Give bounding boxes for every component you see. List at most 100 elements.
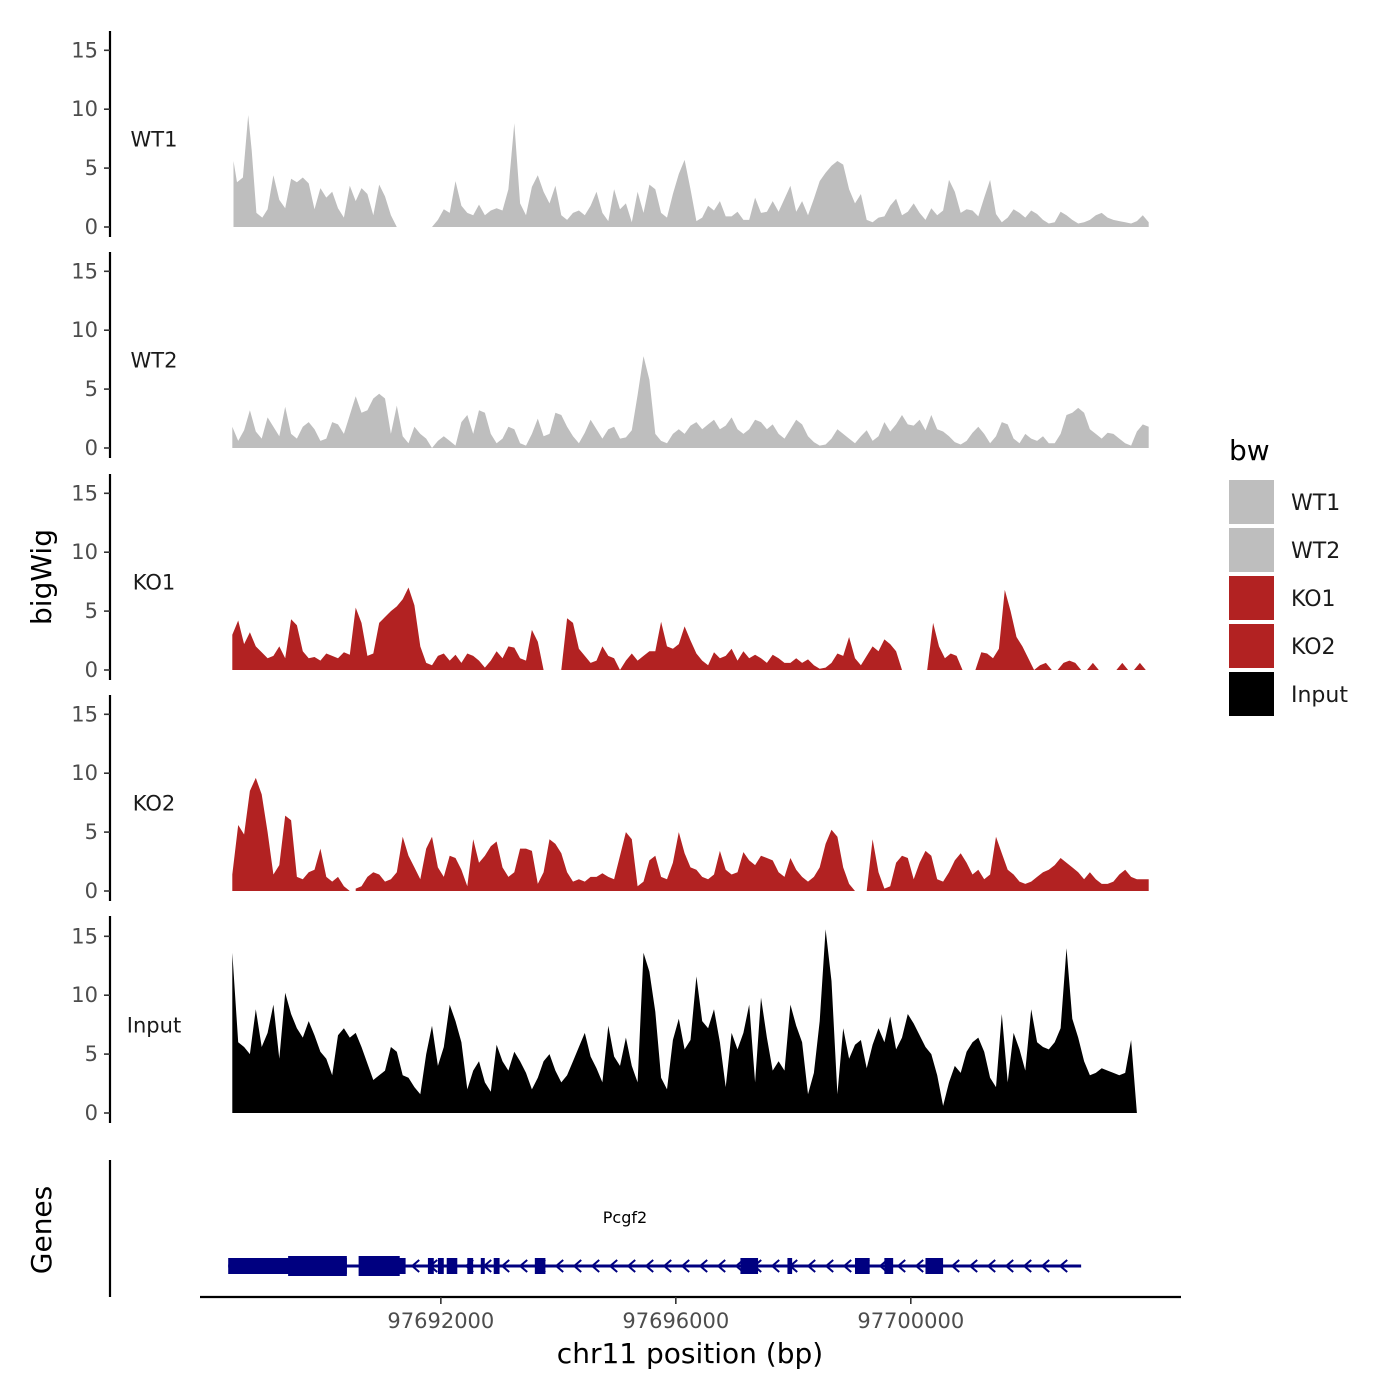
strand-arrow xyxy=(500,1259,510,1273)
coverage-area-wt1 xyxy=(233,115,397,227)
gene-exon xyxy=(446,1258,458,1274)
y-tick-label: 5 xyxy=(85,1042,98,1066)
coverage-area-ko2 xyxy=(866,836,1149,891)
gene-exon xyxy=(787,1258,793,1274)
track-label: WT2 xyxy=(131,349,178,373)
track-ko2: 0 5 10 15 KO2 xyxy=(71,695,1149,903)
strand-arrow xyxy=(770,1259,780,1273)
gene-exon xyxy=(437,1258,444,1274)
gene-exon xyxy=(884,1258,894,1274)
x-axis: 97692000 97696000 97700000 xyxy=(200,1295,1181,1333)
strand-arrow xyxy=(1004,1259,1014,1273)
coverage-area-ko1 xyxy=(927,589,1146,670)
y-tick-label: 10 xyxy=(71,540,98,564)
strand-arrow xyxy=(806,1259,816,1273)
strand-arrow xyxy=(1058,1259,1068,1273)
strand-arrow xyxy=(1022,1259,1032,1273)
legend-key-wt1 xyxy=(1229,480,1274,524)
coverage-area-wt2 xyxy=(232,356,1149,448)
strand-arrow xyxy=(824,1259,834,1273)
track-wt2: 0 5 10 15 WT2 xyxy=(71,252,1149,460)
gene-exon xyxy=(467,1258,474,1274)
coverage-area-ko1 xyxy=(232,587,544,670)
y-tick-label: 0 xyxy=(85,1101,98,1125)
coverage-area-input xyxy=(232,929,1137,1113)
y-tick-label: 15 xyxy=(71,38,98,62)
gene-exon xyxy=(493,1258,500,1274)
gene-exon xyxy=(480,1258,485,1274)
y-tick-label: 5 xyxy=(85,156,98,180)
y-tick-label: 5 xyxy=(85,377,98,401)
genes-axis-title: Genes xyxy=(25,1186,58,1274)
strand-arrow xyxy=(680,1259,690,1273)
strand-arrow xyxy=(572,1259,582,1273)
y-tick-label: 0 xyxy=(85,215,98,239)
strand-arrow xyxy=(842,1259,852,1273)
strand-arrow xyxy=(644,1259,654,1273)
strand-arrow xyxy=(1040,1259,1050,1273)
y-tick-label: 5 xyxy=(85,820,98,844)
track-wt1: 0 5 10 15 WT1 xyxy=(71,31,1149,239)
gene-exon xyxy=(427,1258,434,1274)
track-panels: 0 5 10 15 WT1 0 5 10 15 WT2 0 5 10 15 KO1 0 5 10 15 KO2 0 5 10… xyxy=(71,31,1149,1125)
y-axis-title: bigWig xyxy=(25,529,58,625)
gene-exon xyxy=(925,1258,944,1274)
y-tick-label: 10 xyxy=(71,318,98,342)
x-tick-label: 97692000 xyxy=(387,1309,494,1333)
legend-label-input: Input xyxy=(1291,683,1348,708)
strand-arrow xyxy=(914,1259,924,1273)
x-axis-title: chr11 position (bp) xyxy=(557,1337,823,1370)
strand-arrow xyxy=(590,1259,600,1273)
y-tick-label: 0 xyxy=(85,879,98,903)
gene-exon xyxy=(854,1258,870,1274)
coverage-area-ko2 xyxy=(232,777,350,891)
gene-name-label: Pcgf2 xyxy=(603,1208,647,1227)
strand-arrow xyxy=(896,1259,906,1273)
y-tick-label: 0 xyxy=(85,658,98,682)
y-tick-label: 15 xyxy=(71,924,98,948)
strand-arrow xyxy=(662,1259,672,1273)
strand-arrow xyxy=(410,1259,420,1273)
y-tick-label: 10 xyxy=(71,97,98,121)
strand-arrow xyxy=(968,1259,978,1273)
track-label: KO2 xyxy=(133,792,176,816)
y-tick-label: 15 xyxy=(71,481,98,505)
y-tick-label: 5 xyxy=(85,599,98,623)
track-label: KO1 xyxy=(133,571,176,595)
legend-label-wt1: WT1 xyxy=(1291,491,1340,516)
legend-key-wt2 xyxy=(1229,528,1274,572)
strand-arrow xyxy=(554,1259,564,1273)
legend-key-input xyxy=(1229,672,1274,716)
legend-label-wt2: WT2 xyxy=(1291,539,1340,564)
coverage-area-wt1 xyxy=(432,123,1149,227)
legend-key-ko1 xyxy=(1229,576,1274,620)
legend-title: bw xyxy=(1229,434,1270,467)
track-label: Input xyxy=(127,1014,181,1038)
legend-key-ko2 xyxy=(1229,624,1274,668)
coverage-area-ko1 xyxy=(561,618,902,670)
gene-exon xyxy=(740,1258,759,1274)
legend-label-ko2: KO2 xyxy=(1291,635,1336,660)
track-label: WT1 xyxy=(131,128,178,152)
y-tick-label: 0 xyxy=(85,436,98,460)
strand-arrow xyxy=(626,1259,636,1273)
gene-panel: Pcgf2 xyxy=(108,1160,1082,1297)
strand-arrow xyxy=(716,1259,726,1273)
legend: bw WT1 WT2 KO1 KO2 Input xyxy=(1229,434,1348,716)
coverage-area-ko2 xyxy=(355,829,855,891)
gene-exon xyxy=(288,1256,347,1276)
y-tick-label: 15 xyxy=(71,702,98,726)
y-tick-label: 10 xyxy=(71,761,98,785)
track-ko1: 0 5 10 15 KO1 xyxy=(71,474,1146,682)
strand-arrow xyxy=(698,1259,708,1273)
strand-arrow xyxy=(986,1259,996,1273)
y-tick-label: 10 xyxy=(71,983,98,1007)
strand-arrow xyxy=(518,1259,528,1273)
strand-arrow xyxy=(950,1259,960,1273)
strand-arrow xyxy=(608,1259,618,1273)
gene-exon xyxy=(358,1256,400,1276)
track-input: 0 5 10 15 Input xyxy=(71,916,1137,1125)
x-tick-label: 97700000 xyxy=(857,1309,964,1333)
